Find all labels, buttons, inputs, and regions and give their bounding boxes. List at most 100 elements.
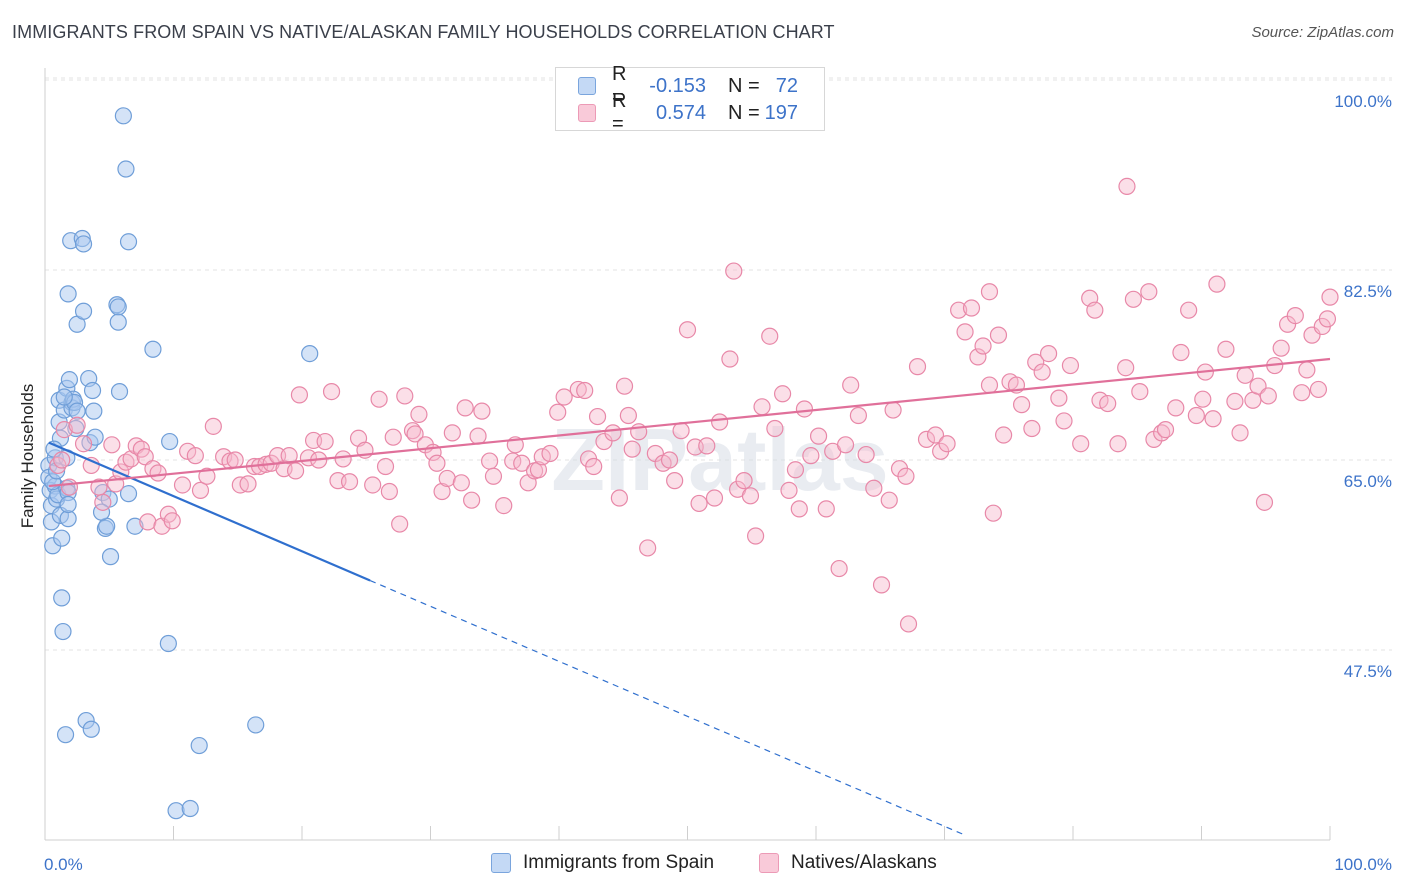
data-point-natives bbox=[1204, 410, 1222, 428]
data-point-natives bbox=[698, 437, 716, 455]
data-point-natives bbox=[1109, 435, 1127, 453]
data-point-natives bbox=[286, 462, 305, 480]
data-point-natives bbox=[872, 576, 891, 594]
data-point-natives bbox=[926, 426, 945, 444]
data-point-natives bbox=[513, 454, 531, 472]
data-point-natives bbox=[384, 428, 402, 446]
axes bbox=[44, 68, 1331, 841]
data-point-natives bbox=[585, 457, 603, 476]
data-point-natives bbox=[711, 413, 729, 431]
legend-item-spain: Immigrants from Spain bbox=[491, 852, 714, 874]
data-point-natives bbox=[484, 467, 503, 485]
trend-line-spain bbox=[48, 441, 371, 582]
data-point-natives bbox=[615, 377, 634, 395]
data-point-natives bbox=[1272, 339, 1290, 357]
data-point-natives bbox=[766, 419, 784, 438]
data-point-natives bbox=[53, 451, 71, 469]
data-point-natives bbox=[198, 467, 216, 485]
data-point-natives bbox=[1124, 290, 1142, 308]
data-point-natives bbox=[842, 376, 860, 394]
data-point-natives bbox=[865, 479, 883, 497]
data-point-natives bbox=[950, 301, 968, 319]
legend-n-value: 197 bbox=[764, 101, 798, 124]
data-point-natives bbox=[463, 491, 481, 509]
data-point-natives bbox=[1236, 366, 1254, 384]
data-point-natives bbox=[1072, 435, 1090, 453]
data-point-spain bbox=[109, 313, 127, 331]
data-point-natives bbox=[884, 401, 902, 419]
data-point-spain bbox=[53, 529, 71, 547]
data-point-spain bbox=[109, 298, 127, 316]
data-point-natives bbox=[786, 461, 805, 479]
data-point-natives bbox=[672, 422, 690, 440]
data-point-natives bbox=[639, 539, 657, 557]
data-point-natives bbox=[802, 447, 820, 465]
data-point-natives bbox=[428, 454, 446, 472]
data-point-natives bbox=[495, 497, 513, 515]
data-point-natives bbox=[322, 383, 341, 401]
data-point-natives bbox=[1118, 177, 1136, 195]
data-point-natives bbox=[1156, 421, 1175, 439]
data-point-natives bbox=[619, 406, 637, 425]
chart-title: IMMIGRANTS FROM SPAIN VS NATIVE/ALASKAN … bbox=[12, 22, 835, 42]
data-point-spain bbox=[119, 233, 138, 251]
legend-r-label: R = bbox=[612, 90, 627, 135]
y-tick-label: 100.0% bbox=[1334, 92, 1392, 111]
x-tick-label: 0.0% bbox=[44, 855, 83, 874]
data-point-natives bbox=[1255, 493, 1274, 511]
data-point-natives bbox=[897, 467, 915, 485]
data-point-natives bbox=[541, 444, 559, 463]
data-point-spain bbox=[101, 548, 120, 566]
data-point-natives bbox=[438, 469, 456, 488]
series-immigrants-from-spain bbox=[40, 107, 319, 820]
trend-line-natives bbox=[48, 357, 1331, 488]
data-point-spain bbox=[47, 462, 66, 480]
data-point-natives bbox=[549, 403, 567, 421]
data-point-natives bbox=[1039, 345, 1058, 363]
data-point-natives bbox=[410, 405, 428, 423]
legend-r-value: 0.574 bbox=[655, 101, 706, 124]
legend-swatch-pink bbox=[759, 853, 779, 873]
data-point-natives bbox=[1321, 288, 1339, 306]
data-point-natives bbox=[191, 481, 210, 499]
data-point-natives bbox=[962, 299, 981, 317]
data-point-natives bbox=[139, 513, 157, 531]
trend-line-spain-extrapolated bbox=[369, 579, 965, 836]
data-point-natives bbox=[117, 453, 135, 471]
data-point-natives bbox=[857, 445, 875, 464]
data-point-natives bbox=[1194, 390, 1212, 408]
data-point-natives bbox=[595, 432, 613, 451]
data-point-natives bbox=[1309, 380, 1328, 399]
data-point-natives bbox=[705, 489, 724, 507]
legend-r-label: R = bbox=[612, 63, 627, 108]
data-point-natives bbox=[529, 461, 548, 479]
data-point-natives bbox=[809, 427, 828, 445]
data-point-natives bbox=[989, 326, 1008, 344]
data-point-natives bbox=[741, 487, 760, 505]
data-point-natives bbox=[678, 321, 697, 339]
data-point-natives bbox=[969, 348, 987, 366]
data-point-natives bbox=[938, 435, 956, 453]
source-label: Source: ZipAtlas.com bbox=[1251, 24, 1394, 41]
data-point-natives bbox=[391, 515, 409, 533]
data-point-natives bbox=[55, 421, 73, 439]
data-point-natives bbox=[1023, 419, 1041, 438]
data-point-natives bbox=[186, 447, 204, 465]
data-point-natives bbox=[1050, 389, 1068, 407]
data-point-natives bbox=[1172, 343, 1190, 362]
data-point-natives bbox=[660, 451, 679, 469]
data-point-natives bbox=[94, 493, 112, 511]
data-point-natives bbox=[60, 478, 79, 496]
data-point-natives bbox=[406, 425, 424, 443]
data-point-spain bbox=[82, 720, 100, 738]
legend-n-label: N = bbox=[728, 101, 760, 124]
data-point-natives bbox=[469, 427, 487, 445]
data-point-natives bbox=[780, 481, 798, 499]
data-point-natives bbox=[316, 432, 334, 451]
legend-n-value: 72 bbox=[775, 74, 798, 97]
data-point-spain bbox=[59, 495, 77, 514]
data-point-spain bbox=[55, 388, 73, 406]
data-point-natives bbox=[1231, 424, 1249, 442]
data-point-natives bbox=[817, 500, 835, 518]
